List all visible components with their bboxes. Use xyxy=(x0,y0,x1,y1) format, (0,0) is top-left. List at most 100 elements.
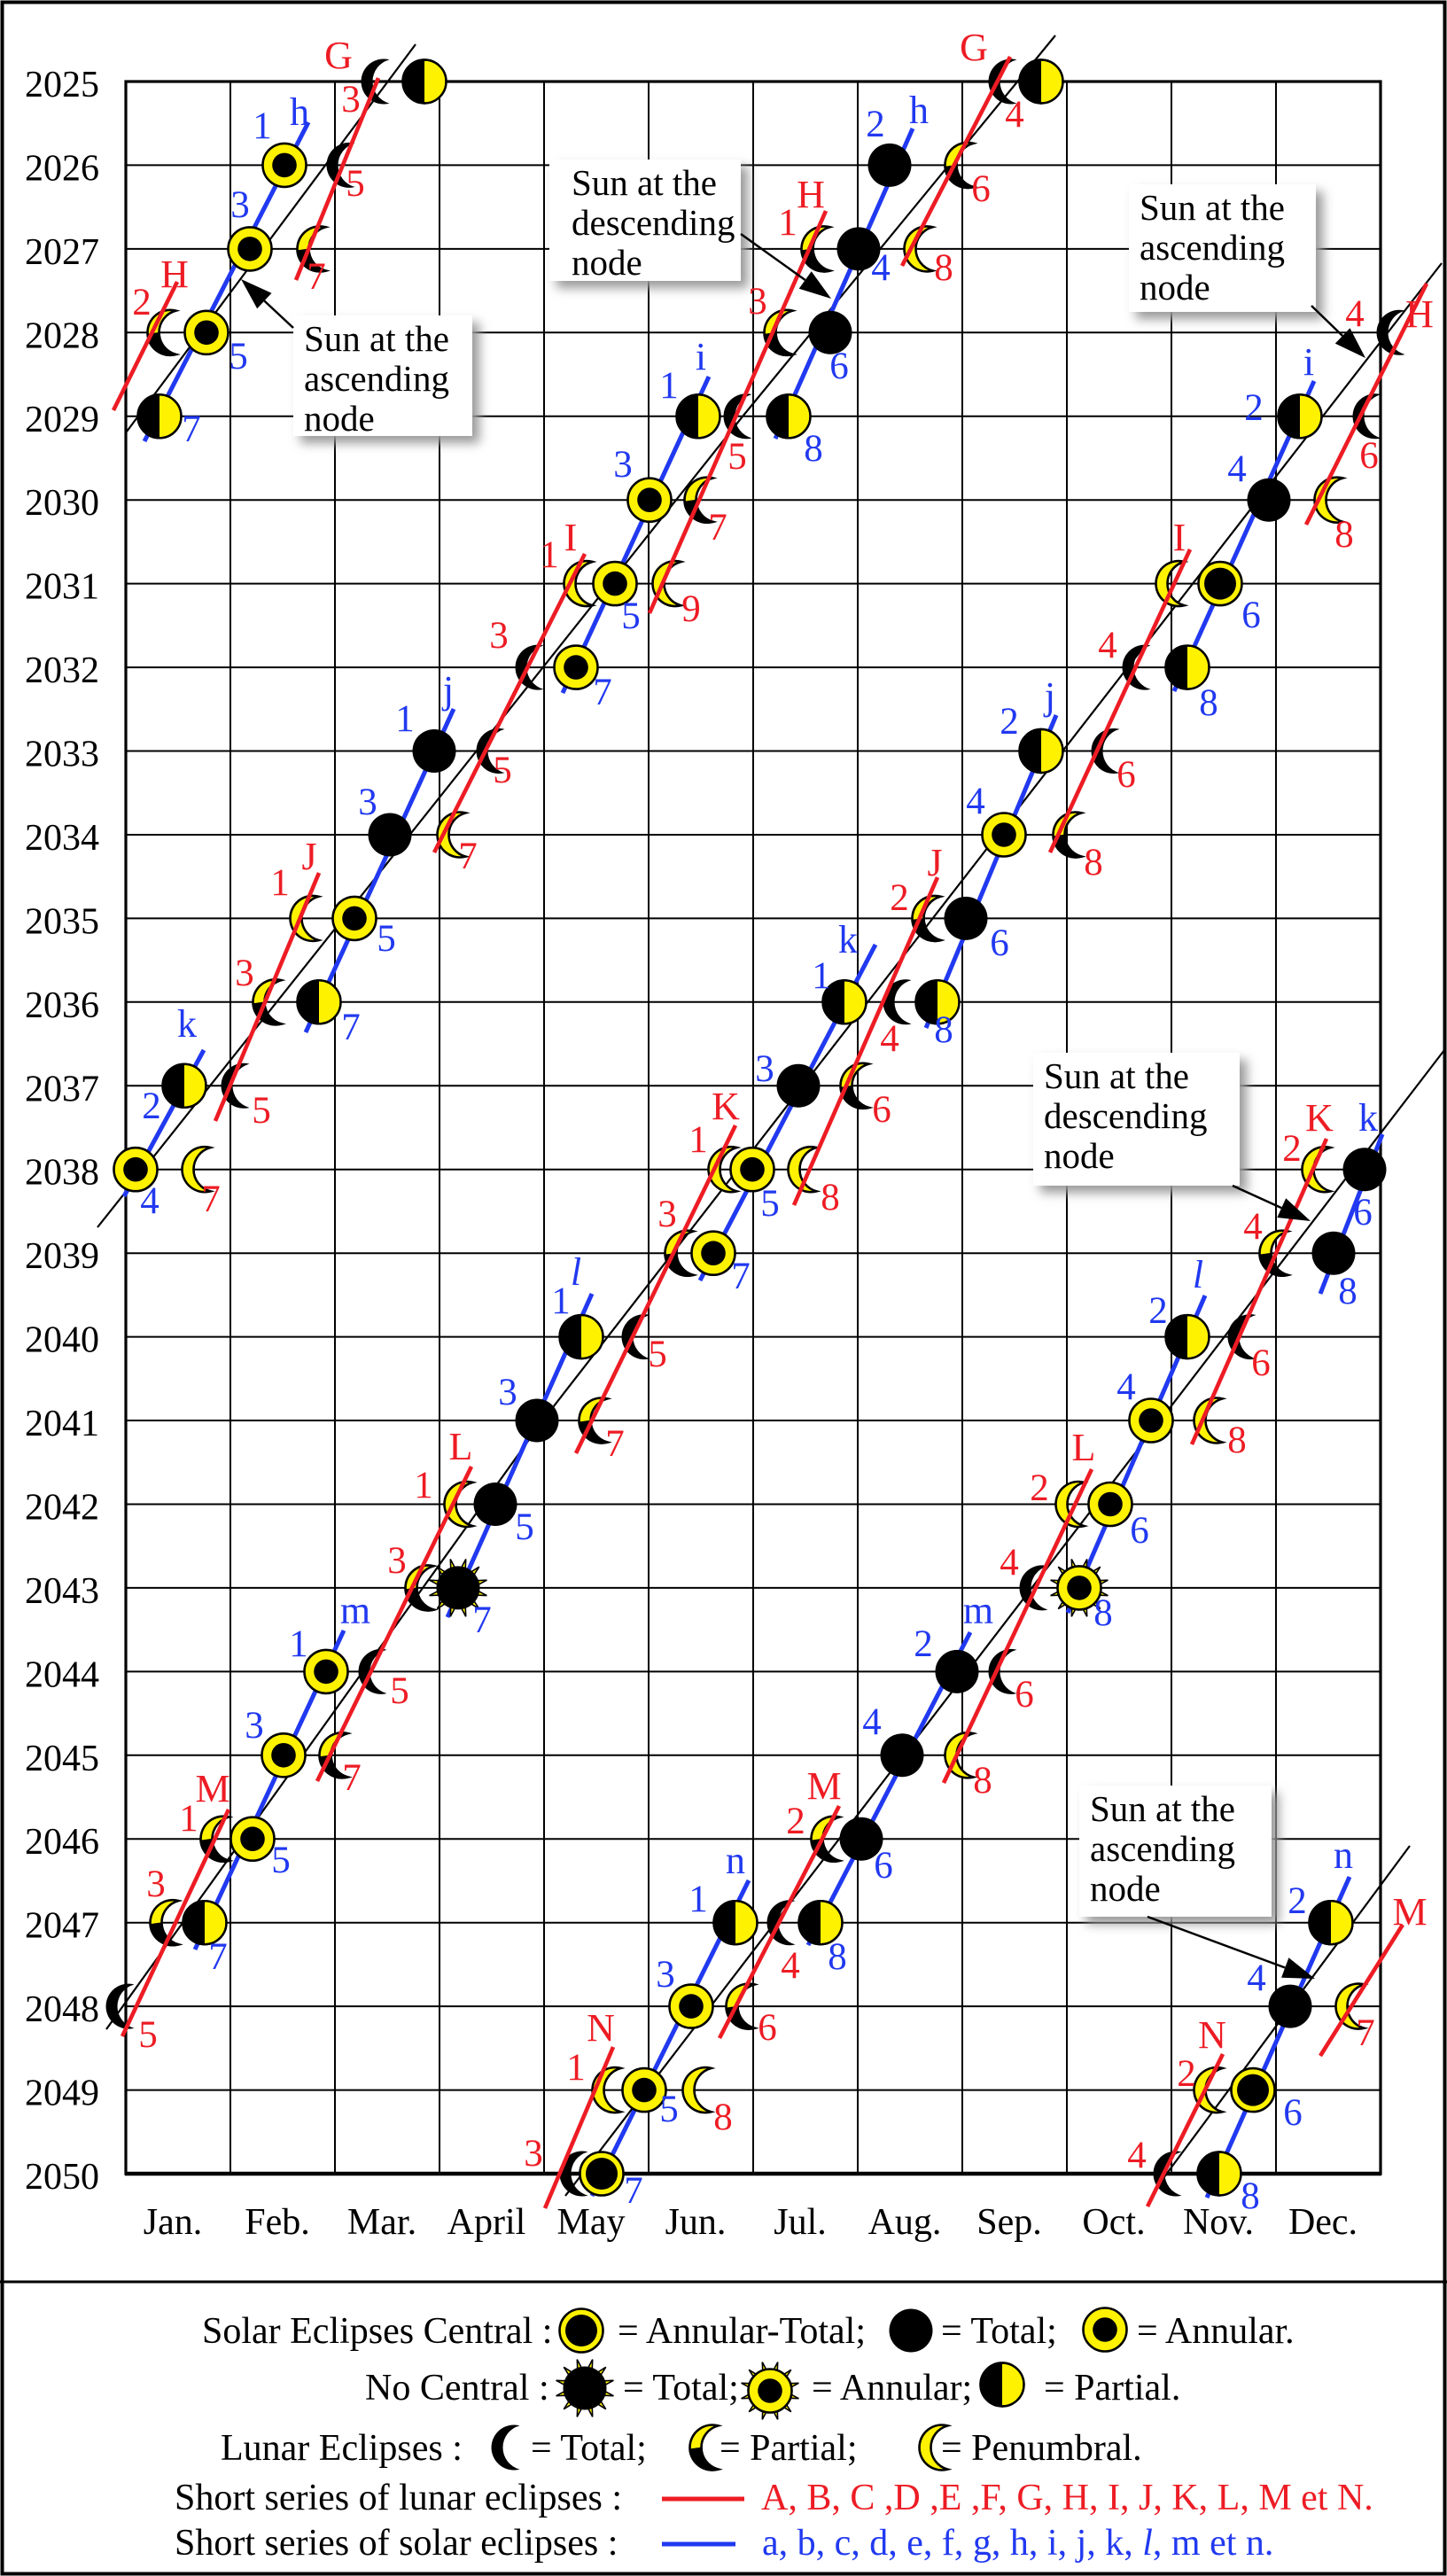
svg-text:= Annular.: = Annular. xyxy=(1137,2311,1295,2352)
svg-text:3: 3 xyxy=(235,953,254,994)
svg-text:A, B, C ,D ,E ,F, G, H, I, J,: A, B, C ,D ,E ,F, G, H, I, J, K, L, M et… xyxy=(761,2478,1373,2518)
svg-text:4: 4 xyxy=(862,1701,882,1743)
svg-text:2027: 2027 xyxy=(25,232,99,273)
svg-text:6: 6 xyxy=(829,346,849,387)
svg-text:3: 3 xyxy=(748,281,767,323)
svg-text:4: 4 xyxy=(781,1945,800,1987)
svg-text:1: 1 xyxy=(659,365,679,407)
svg-text:2033: 2033 xyxy=(25,735,99,775)
svg-text:l: l xyxy=(1193,1253,1203,1296)
svg-text:2049: 2049 xyxy=(25,2074,99,2114)
svg-text:Mar.: Mar. xyxy=(347,2202,416,2243)
svg-text:8: 8 xyxy=(821,1177,840,1218)
svg-text:n: n xyxy=(726,1839,745,1882)
svg-text:5: 5 xyxy=(727,436,747,478)
svg-text:node: node xyxy=(304,398,375,439)
svg-text:H: H xyxy=(797,173,825,216)
svg-text:a, b, c, d, e, f, g, h, i, j,: a, b, c, d, e, f, g, h, i, j, k, l, m et… xyxy=(762,2523,1273,2564)
svg-text:8: 8 xyxy=(1227,1420,1247,1461)
svg-text:8: 8 xyxy=(934,1009,953,1051)
svg-text:3: 3 xyxy=(524,2133,543,2175)
svg-text:5: 5 xyxy=(493,750,512,791)
svg-text:6: 6 xyxy=(758,2007,777,2049)
svg-text:i: i xyxy=(696,335,706,378)
svg-text:4: 4 xyxy=(1247,1957,1266,1999)
svg-text:1: 1 xyxy=(414,1465,433,1506)
svg-text:3: 3 xyxy=(230,184,250,226)
svg-text:2026: 2026 xyxy=(25,148,99,189)
svg-text:4: 4 xyxy=(1000,1542,1019,1584)
svg-text:5: 5 xyxy=(621,595,641,637)
svg-text:8: 8 xyxy=(1241,2175,1260,2217)
svg-text:j: j xyxy=(441,668,454,712)
svg-text:7: 7 xyxy=(472,1599,492,1641)
svg-text:Jul.: Jul. xyxy=(774,2202,827,2243)
svg-text:3: 3 xyxy=(498,1372,517,1413)
svg-text:3: 3 xyxy=(489,615,509,657)
svg-text:5: 5 xyxy=(648,1334,667,1375)
svg-text:descending: descending xyxy=(572,202,735,243)
svg-text:I: I xyxy=(1173,516,1186,559)
svg-text:5: 5 xyxy=(659,2089,679,2130)
svg-text:2: 2 xyxy=(1282,1128,1302,1170)
svg-text:2050: 2050 xyxy=(25,2157,99,2198)
svg-text:8: 8 xyxy=(1338,1271,1358,1312)
svg-text:2: 2 xyxy=(1148,1290,1168,1332)
svg-text:4: 4 xyxy=(1116,1366,1136,1408)
svg-text:H: H xyxy=(1405,292,1434,336)
svg-text:Solar Eclipses Central :: Solar Eclipses Central : xyxy=(202,2311,552,2352)
svg-text:Aug.: Aug. xyxy=(868,2202,942,2243)
svg-text:5: 5 xyxy=(229,336,248,377)
svg-text:= Total;: = Total; xyxy=(531,2428,647,2469)
svg-text:8: 8 xyxy=(1334,514,1354,556)
svg-text:No Central :: No Central : xyxy=(365,2368,549,2409)
svg-text:7: 7 xyxy=(593,672,612,713)
svg-text:2036: 2036 xyxy=(25,985,99,1026)
svg-text:2038: 2038 xyxy=(25,1153,99,1194)
svg-text:3: 3 xyxy=(613,444,633,486)
svg-text:h: h xyxy=(290,90,309,134)
svg-text:1: 1 xyxy=(179,1798,198,1840)
svg-text:1: 1 xyxy=(566,2047,586,2089)
svg-text:2043: 2043 xyxy=(25,1571,99,1612)
svg-text:2039: 2039 xyxy=(25,1236,99,1277)
svg-text:2: 2 xyxy=(142,1086,161,1127)
svg-text:6: 6 xyxy=(1359,435,1379,477)
svg-text:4: 4 xyxy=(140,1180,159,1222)
svg-text:l: l xyxy=(571,1250,581,1294)
svg-text:Sun at the: Sun at the xyxy=(1140,187,1285,228)
svg-text:ascending: ascending xyxy=(1090,1828,1235,1869)
svg-text:7: 7 xyxy=(605,1423,625,1465)
svg-text:1: 1 xyxy=(270,862,290,904)
svg-text:6: 6 xyxy=(1015,1674,1034,1716)
svg-text:= Total;: = Total; xyxy=(623,2368,739,2409)
svg-text:1: 1 xyxy=(688,1119,708,1161)
svg-text:M: M xyxy=(195,1767,229,1810)
svg-text:Short series of solar eclipses: Short series of solar eclipses : xyxy=(175,2523,618,2564)
svg-text:3: 3 xyxy=(755,1048,774,1090)
svg-text:2042: 2042 xyxy=(25,1488,99,1529)
svg-text:2046: 2046 xyxy=(25,1822,99,1863)
svg-text:Sun at the: Sun at the xyxy=(304,318,449,359)
svg-text:1: 1 xyxy=(540,534,559,576)
svg-text:i: i xyxy=(1303,340,1314,384)
svg-text:2: 2 xyxy=(914,1623,933,1665)
svg-text:7: 7 xyxy=(708,507,727,549)
svg-text:2030: 2030 xyxy=(25,483,99,524)
svg-text:7: 7 xyxy=(342,1757,362,1799)
svg-text:3: 3 xyxy=(245,1705,264,1747)
svg-text:2034: 2034 xyxy=(25,818,99,859)
svg-text:1: 1 xyxy=(688,1879,708,1920)
svg-text:2045: 2045 xyxy=(25,1739,99,1779)
svg-text:4: 4 xyxy=(1098,625,1117,666)
svg-text:ascending: ascending xyxy=(1140,227,1285,268)
svg-text:6: 6 xyxy=(1130,1510,1149,1552)
svg-text:2025: 2025 xyxy=(25,65,99,105)
svg-text:5: 5 xyxy=(346,163,365,205)
svg-text:1: 1 xyxy=(778,202,797,244)
svg-text:5: 5 xyxy=(377,918,396,960)
svg-text:Nov.: Nov. xyxy=(1183,2202,1254,2243)
svg-text:4: 4 xyxy=(1243,1206,1263,1248)
svg-text:4: 4 xyxy=(966,781,985,822)
svg-text:6: 6 xyxy=(1241,595,1261,636)
